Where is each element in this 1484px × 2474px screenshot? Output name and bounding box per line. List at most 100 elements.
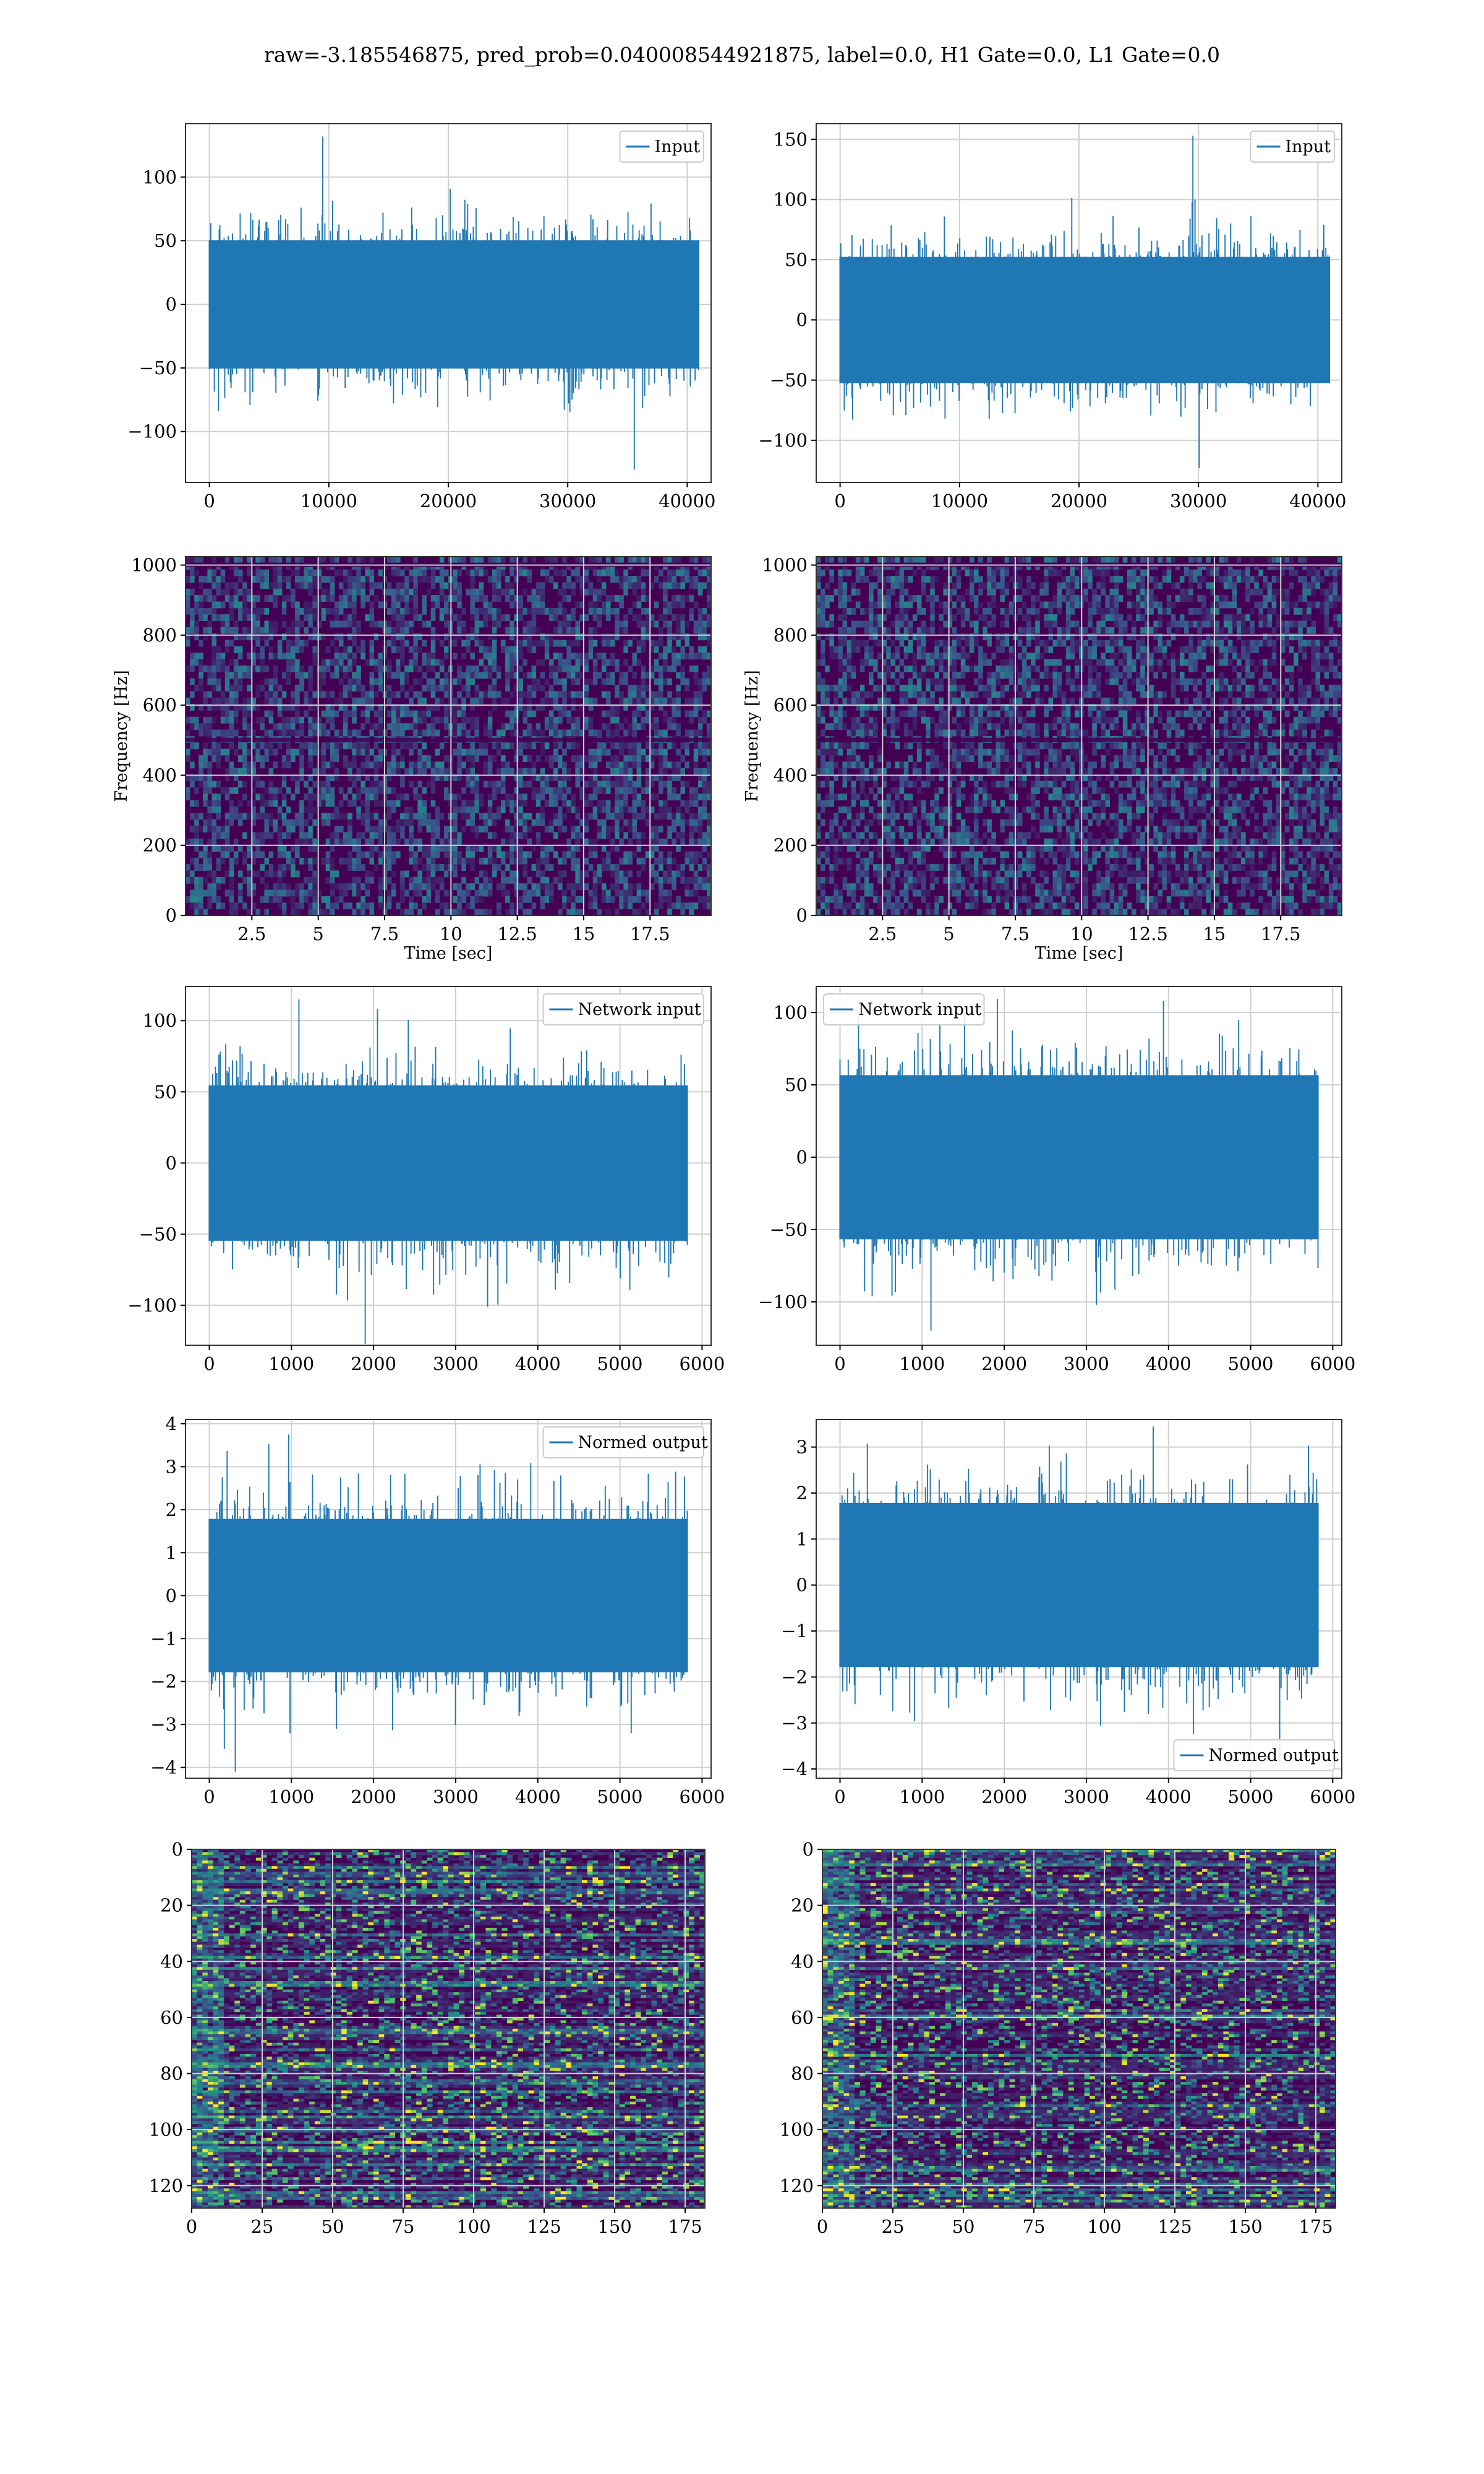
x-tick-label: 0 — [834, 1353, 845, 1374]
legend-box — [619, 131, 704, 163]
series-core-band — [839, 1503, 1319, 1667]
legend: Normed output — [542, 1426, 708, 1458]
y-tick-label: 600 — [143, 695, 177, 716]
y-tick-label: 1000 — [131, 555, 177, 576]
heatmap-l1-spectrogram — [816, 557, 1342, 915]
heatmap-h1-feature-map — [192, 1849, 705, 2208]
y-tick-label: −100 — [127, 1295, 177, 1316]
x-tick-label: 15 — [572, 923, 595, 944]
x-tick-label: 4000 — [1146, 1353, 1192, 1374]
legend-label: Network input — [858, 1000, 981, 1019]
panel-l1-spectrogram: 2.5 5 7.5 10 12.5 15 17.5 0 200 400 600 800 1000 Time… — [743, 555, 1342, 963]
y-tick-label: 40 — [160, 1951, 183, 1972]
legend-box — [542, 993, 704, 1025]
x-tick-label: 1000 — [899, 1353, 945, 1374]
x-tick-label: 6000 — [679, 1353, 725, 1374]
y-tick-label: 3 — [166, 1456, 177, 1477]
x-tick-label: 12.5 — [1128, 923, 1168, 944]
axes-frame — [185, 556, 712, 916]
y-tick-label: 0 — [166, 294, 177, 315]
y-tick-label: 400 — [774, 764, 808, 785]
y-tick-label: −50 — [139, 357, 177, 379]
y-tick-label: 600 — [774, 695, 808, 716]
axes-frame — [816, 556, 1342, 916]
legend-box — [542, 1426, 704, 1458]
y-tick-label: 3 — [796, 1437, 808, 1458]
y-tick-label: 50 — [785, 249, 808, 270]
figure-title: raw=-3.185546875, pred_prob=0.0400085449… — [264, 43, 1220, 67]
y-tick-label: −1 — [150, 1628, 177, 1649]
x-tick-label: 30000 — [1170, 490, 1227, 511]
x-tick-label: 40000 — [659, 490, 715, 511]
x-tick-label: 5000 — [597, 1353, 643, 1374]
y-tick-label: −1 — [781, 1620, 808, 1641]
panel-h1-spectrogram: 2.5 5 7.5 10 12.5 15 17.5 0 200 400 600 800 1000 Time… — [112, 555, 712, 963]
x-tick-label: 3000 — [1064, 1786, 1109, 1807]
x-tick-label: 2000 — [351, 1353, 396, 1374]
legend-label: Input — [1286, 137, 1331, 156]
x-tick-label: 2000 — [351, 1786, 396, 1807]
x-tick-label: 0 — [834, 490, 845, 511]
legend: Network input — [823, 993, 985, 1025]
y-tick-label: 0 — [796, 1575, 808, 1596]
x-tick-label: 75 — [1023, 2216, 1046, 2237]
x-tick-label: 6000 — [1310, 1786, 1355, 1807]
y-tick-label: 20 — [160, 1895, 183, 1916]
y-tick-label: 100 — [774, 1002, 808, 1023]
x-tick-label: 175 — [668, 2216, 702, 2237]
panel-l1-input: 0 10000 20000 30000 40000 −100 −50 0 50 100 150 Inp… — [758, 123, 1346, 511]
y-tick-label: −100 — [758, 1291, 808, 1312]
y-tick-label: 100 — [143, 1010, 177, 1031]
y-tick-label: 0 — [166, 1585, 177, 1606]
y-tick-label: 0 — [166, 1152, 177, 1173]
y-tick-label: −4 — [150, 1757, 177, 1778]
y-tick-label: 60 — [791, 2007, 814, 2028]
x-tick-label: 3000 — [1064, 1353, 1109, 1374]
x-tick-label: 6000 — [679, 1786, 725, 1807]
panel-l1-feature-map: 0 25 50 75 100 125 150 175 0 20 40 60 80 100 120 — [780, 1839, 1336, 2237]
y-tick-label: 0 — [803, 1839, 814, 1860]
legend: Network input — [542, 993, 704, 1025]
x-tick-label: 1000 — [268, 1353, 314, 1374]
x-tick-label: 3000 — [433, 1786, 479, 1807]
axes-frame — [185, 986, 712, 1346]
y-tick-label: 1 — [166, 1542, 177, 1563]
x-tick-label: 0 — [203, 1353, 215, 1374]
x-tick-label: 150 — [597, 2216, 631, 2237]
x-tick-label: 10000 — [931, 490, 988, 511]
x-tick-label: 25 — [251, 2216, 274, 2237]
x-tick-label: 20000 — [1051, 490, 1107, 511]
x-axis-label: Time [sec] — [404, 944, 493, 963]
x-tick-label: 7.5 — [370, 923, 399, 944]
x-tick-label: 17.5 — [630, 923, 670, 944]
y-tick-label: −100 — [758, 430, 808, 451]
y-tick-label: 200 — [143, 835, 177, 856]
legend-label: Normed output — [578, 1433, 708, 1452]
y-tick-label: 200 — [774, 835, 808, 856]
x-tick-label: 15 — [1203, 923, 1226, 944]
x-tick-label: 10000 — [301, 490, 357, 511]
legend-box — [1250, 131, 1335, 163]
x-tick-label: 150 — [1228, 2216, 1262, 2237]
legend-label: Input — [655, 137, 701, 156]
x-tick-label: 100 — [1087, 2216, 1121, 2237]
y-tick-label: −3 — [150, 1714, 177, 1735]
y-tick-label: −2 — [781, 1666, 808, 1687]
y-tick-label: 0 — [796, 309, 808, 330]
y-axis-label: Frequency [Hz] — [743, 670, 762, 802]
legend-label: Normed output — [1209, 1746, 1339, 1765]
series-core-band — [208, 1085, 688, 1241]
y-tick-label: 0 — [796, 1147, 808, 1168]
x-tick-label: 75 — [392, 2216, 415, 2237]
x-tick-label: 4000 — [1146, 1786, 1192, 1807]
axes-frame — [185, 1419, 712, 1779]
y-tick-label: −3 — [781, 1713, 808, 1734]
x-tick-label: 2000 — [981, 1786, 1027, 1807]
y-tick-label: 20 — [791, 1895, 814, 1916]
axes-frame — [822, 1849, 1336, 2209]
y-tick-label: 50 — [154, 1081, 177, 1102]
y-tick-label: 800 — [143, 625, 177, 646]
x-tick-label: 30000 — [539, 490, 596, 511]
y-tick-label: −50 — [770, 1219, 808, 1240]
